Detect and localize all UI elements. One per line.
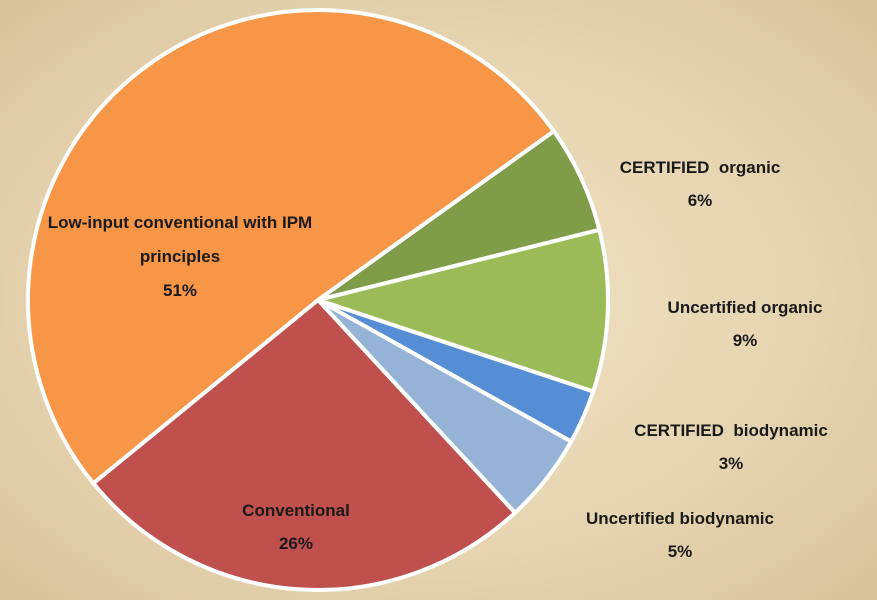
value-label: 3%: [718, 454, 744, 473]
value-label: 6%: [687, 191, 713, 210]
category-label: Uncertified organic: [667, 298, 823, 317]
value-label: 9%: [732, 331, 758, 350]
slice-label: Conventional 26%: [242, 494, 350, 560]
pie-slice: [90, 297, 518, 592]
value-label: 51%: [162, 281, 198, 300]
category-label: CERTIFIED organic: [619, 158, 781, 177]
value-label: 26%: [278, 534, 314, 553]
category-label: Uncertified biodynamic: [586, 509, 774, 528]
slice-label: Uncertified organic 9%: [668, 291, 823, 357]
category-label: Conventional: [242, 501, 350, 520]
category-label: CERTIFIED biodynamic: [634, 421, 828, 440]
slice-label: Low-input conventional with IPM principl…: [45, 206, 315, 308]
value-label: 5%: [667, 542, 693, 561]
pie-slice: [310, 227, 610, 395]
slice-label: Uncertified biodynamic 5%: [586, 502, 774, 568]
slice-label: CERTIFIED organic 6%: [620, 151, 781, 217]
category-label: Low-input conventional with IPM principl…: [47, 213, 313, 266]
pie-slice: [26, 8, 557, 487]
slice-label: CERTIFIED biodynamic 3%: [634, 414, 828, 480]
